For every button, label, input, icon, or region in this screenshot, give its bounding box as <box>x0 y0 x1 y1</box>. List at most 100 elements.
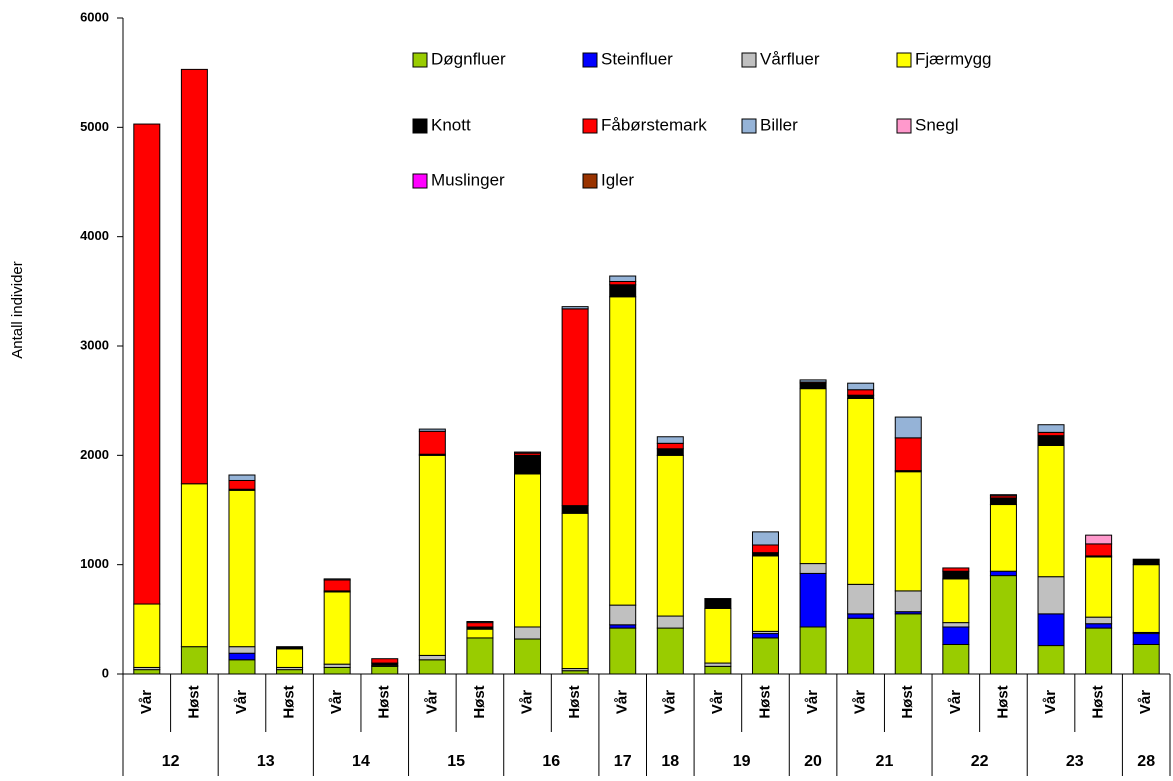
bar-segment <box>561 505 589 514</box>
group-label: 19 <box>733 753 751 770</box>
bar-segment <box>466 621 494 624</box>
bar-segment <box>228 489 256 648</box>
legend-label: Fåbørstemark <box>601 115 707 134</box>
bar-segment <box>1085 623 1113 629</box>
x-tick-label: Vår <box>947 690 964 714</box>
bar-segment <box>1037 424 1065 433</box>
legend-swatch <box>896 118 912 134</box>
bar-segment <box>609 627 637 675</box>
bar-segment <box>228 659 256 675</box>
bar-segment <box>276 646 304 650</box>
bar-segment <box>133 603 161 668</box>
bar-segment <box>1085 534 1113 545</box>
bar-segment <box>1037 576 1065 615</box>
x-tick-label: Høst <box>376 685 393 718</box>
bar-segment <box>514 638 542 675</box>
bar-segment <box>751 544 779 554</box>
x-tick-label: Høst <box>994 685 1011 718</box>
bar-segment <box>656 627 684 675</box>
bar-segment <box>609 275 637 282</box>
x-tick-label: Vår <box>423 690 440 714</box>
x-tick-label: Vår <box>233 690 250 714</box>
legend-swatch <box>412 52 428 68</box>
bar-segment <box>323 591 351 665</box>
x-tick-label: Vår <box>1137 690 1154 714</box>
legend-label: Døgnfluer <box>431 49 506 68</box>
x-tick-label: Høst <box>566 685 583 718</box>
x-tick-label: Høst <box>899 685 916 718</box>
bar-segment <box>418 654 446 661</box>
bar-segment <box>228 474 256 481</box>
bar-segment <box>942 578 970 624</box>
bar-segment <box>514 473 542 628</box>
group-label: 18 <box>661 753 679 770</box>
bar-segment <box>466 622 494 628</box>
bar-segment <box>609 284 637 298</box>
x-tick-label: Vår <box>661 690 678 714</box>
bar-segment <box>1037 435 1065 446</box>
bar-segment <box>276 669 304 675</box>
legend-label: Steinfluer <box>601 49 673 68</box>
x-tick-label: Vår <box>1042 690 1059 714</box>
legend-swatch <box>412 118 428 134</box>
bar-segment <box>1132 633 1160 645</box>
bar-segment <box>1132 564 1160 633</box>
group-label: 13 <box>257 753 275 770</box>
bar-segment <box>133 123 161 605</box>
bar-segment <box>276 648 304 668</box>
bar-segment <box>799 379 827 383</box>
bar-segment <box>799 572 827 628</box>
group-label: 23 <box>1066 753 1084 770</box>
bar-segment <box>1132 558 1160 566</box>
bar-segment <box>656 442 684 450</box>
bar-segment <box>1085 616 1113 625</box>
bar-segment <box>656 454 684 617</box>
legend-swatch <box>582 52 598 68</box>
y-tick-label: 3000 <box>80 337 109 352</box>
group-label: 28 <box>1137 753 1155 770</box>
legend-label: Knott <box>431 115 471 134</box>
bar-segment <box>942 567 970 572</box>
bar-segment <box>133 669 161 675</box>
bar-segment <box>514 451 542 454</box>
bar-segment <box>894 437 922 472</box>
y-axis-label: Antall individer <box>9 261 26 359</box>
bar-segment <box>751 531 779 546</box>
legend-swatch <box>582 118 598 134</box>
group-label: 17 <box>614 753 632 770</box>
x-tick-label: Vår <box>138 690 155 714</box>
legend-label: Vårfluer <box>760 49 820 68</box>
bar-segment <box>1037 645 1065 675</box>
x-tick-label: Høst <box>185 685 202 718</box>
bar-segment <box>989 494 1017 497</box>
group-label: 15 <box>447 753 465 770</box>
bar-segment <box>847 583 875 615</box>
bar-segment <box>228 646 256 654</box>
bar-segment <box>1132 643 1160 675</box>
y-tick-label: 6000 <box>80 9 109 24</box>
bar-segment <box>180 646 208 675</box>
bar-segment <box>1085 627 1113 675</box>
x-tick-label: Vår <box>518 690 535 714</box>
x-tick-label: Vår <box>852 690 869 714</box>
legend-swatch <box>582 173 598 189</box>
bar-segment <box>989 570 1017 577</box>
bar-segment <box>799 626 827 675</box>
x-tick-label: Høst <box>281 685 298 718</box>
group-label: 16 <box>542 753 560 770</box>
group-label: 12 <box>162 753 180 770</box>
x-tick-label: Høst <box>756 685 773 718</box>
x-tick-label: Vår <box>709 690 726 714</box>
bar-segment <box>847 397 875 585</box>
legend-swatch <box>412 173 428 189</box>
legend-label: Snegl <box>915 115 958 134</box>
bar-segment <box>989 575 1017 675</box>
bar-segment <box>989 504 1017 572</box>
bar-segment <box>942 570 970 580</box>
group-label: 22 <box>971 753 989 770</box>
x-tick-label: Vår <box>614 690 631 714</box>
bar-segment <box>371 658 399 664</box>
bar-segment <box>323 579 351 592</box>
bar-segment <box>704 607 732 664</box>
